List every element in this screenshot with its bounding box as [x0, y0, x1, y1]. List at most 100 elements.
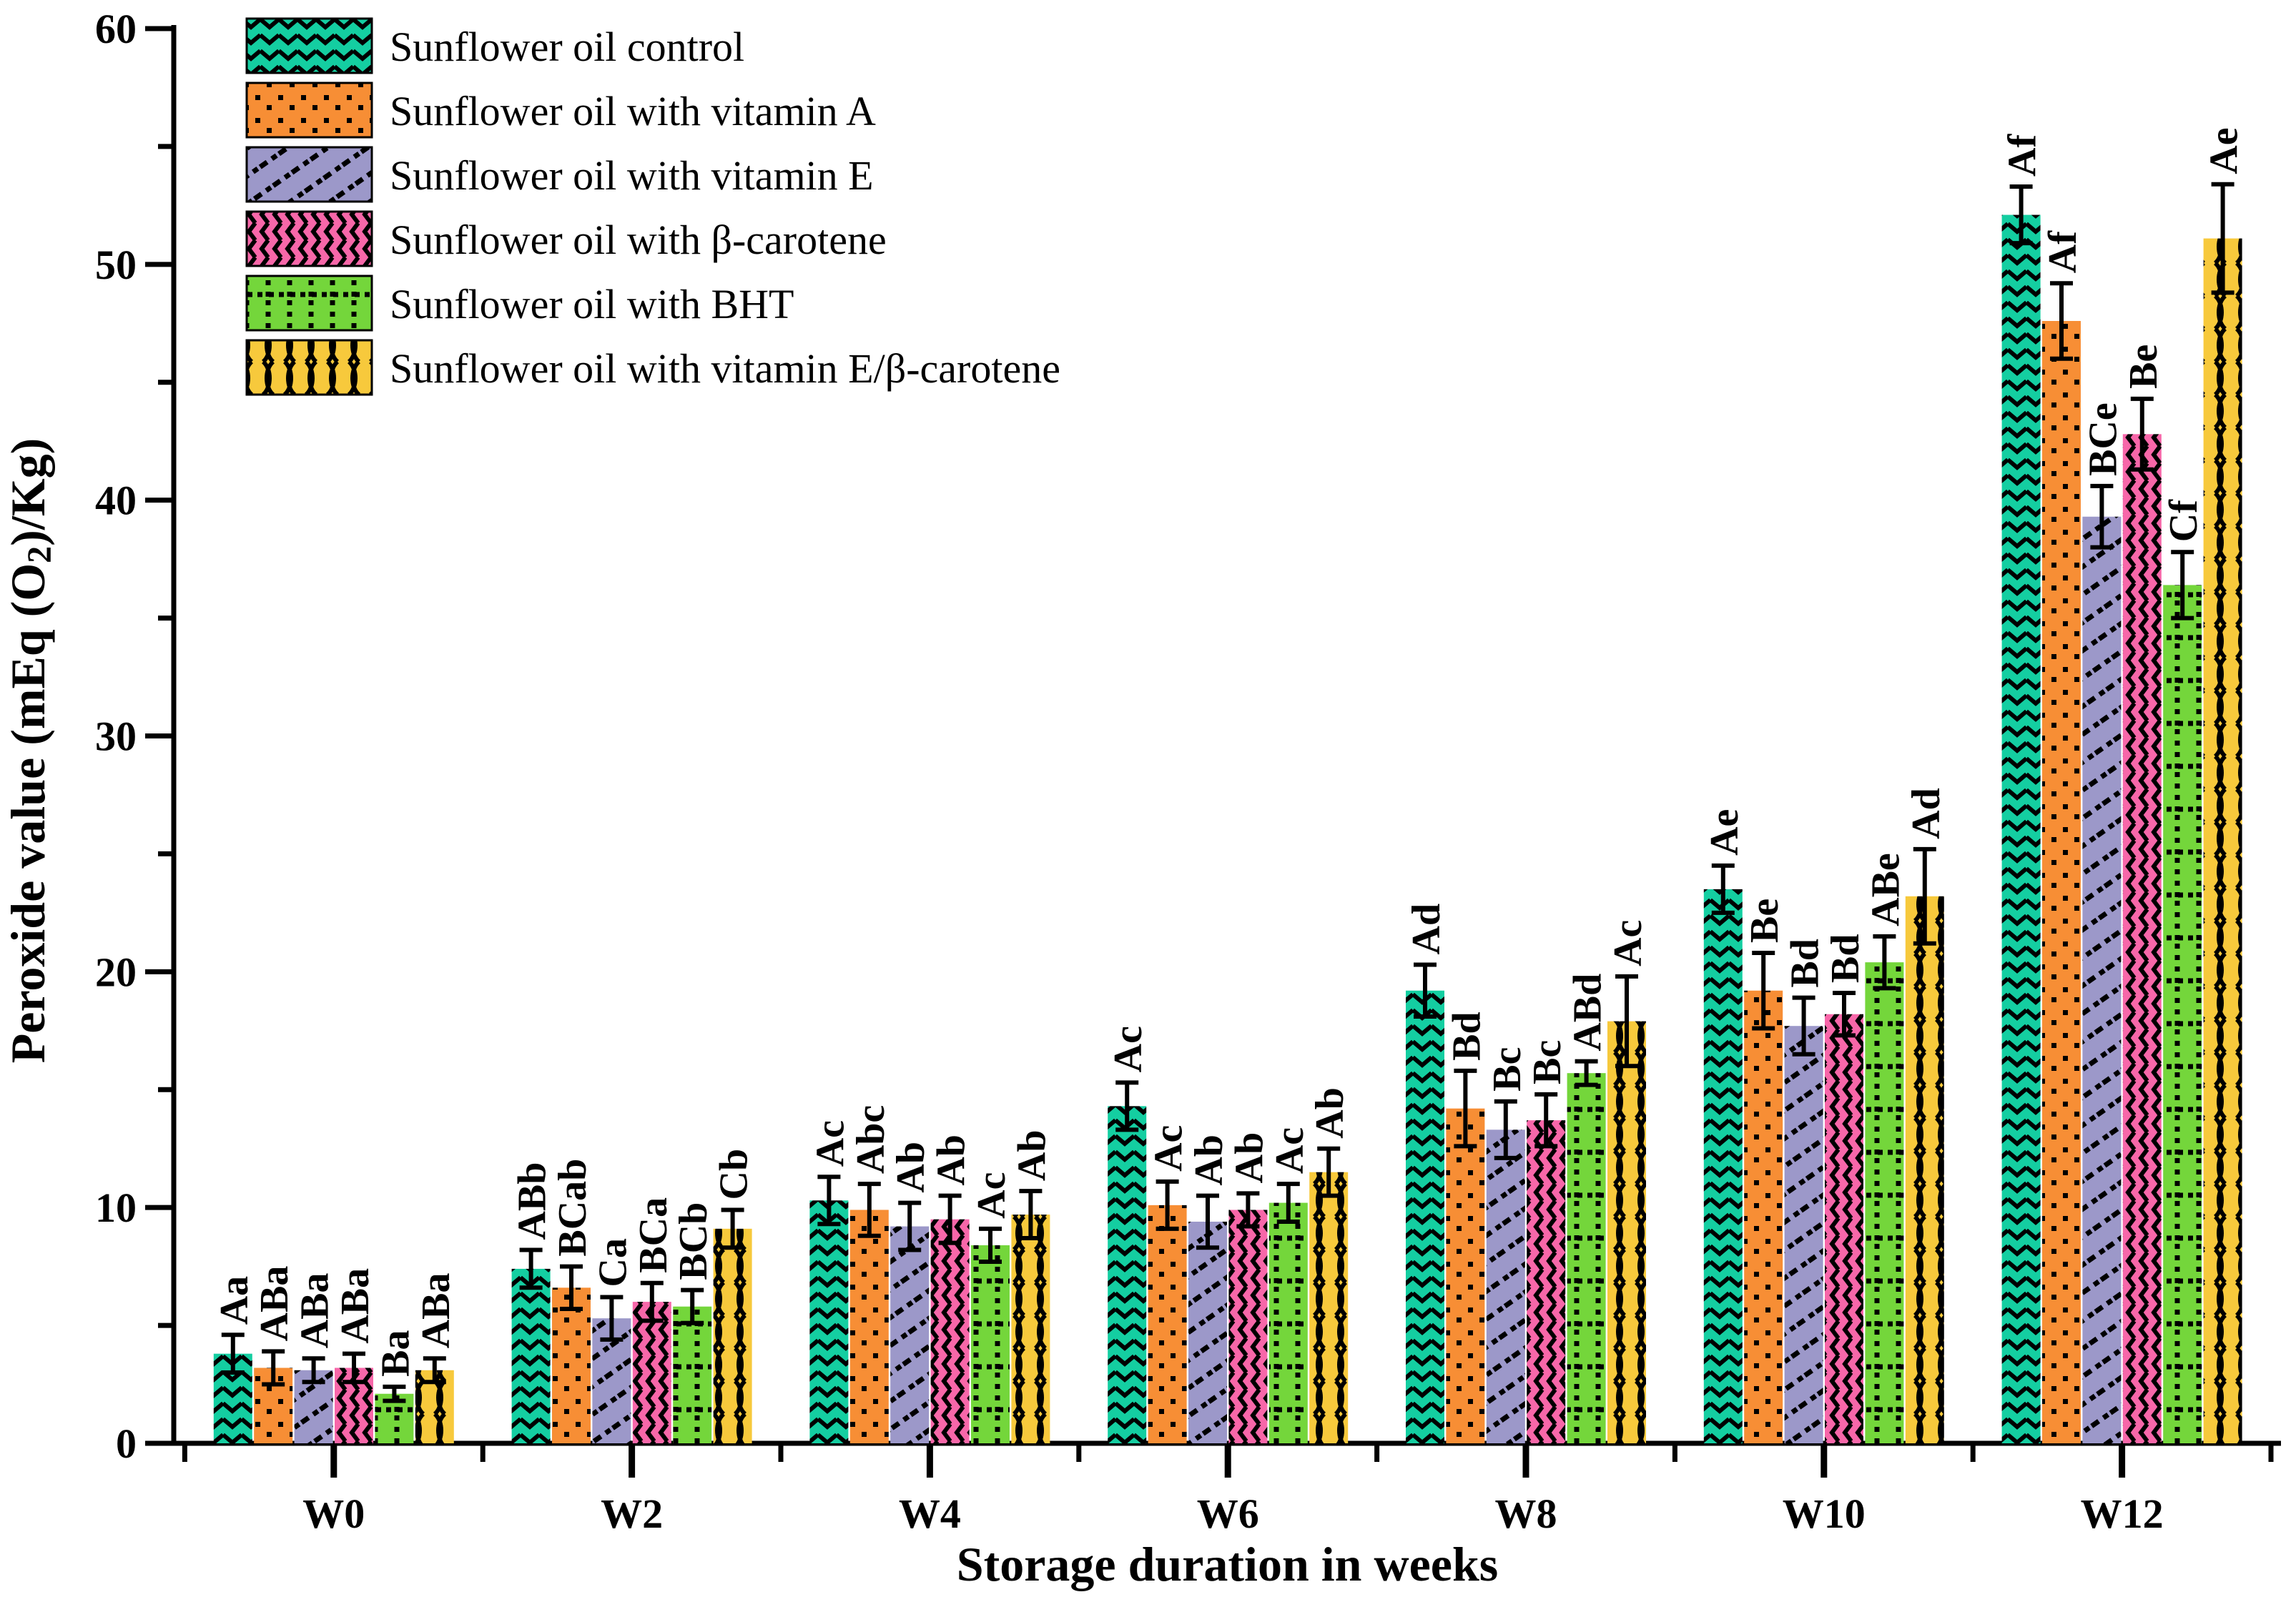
significance-label: ABa — [293, 1272, 337, 1348]
significance-label: Be — [2122, 345, 2166, 389]
legend-label: Sunflower oil with vitamin A — [390, 88, 876, 134]
significance-label: Cf — [2162, 499, 2206, 542]
significance-label: Ae — [1703, 809, 1747, 856]
significance-label: Abc — [849, 1105, 893, 1174]
significance-label: Ac — [970, 1172, 1014, 1219]
bar-W10-s0 — [1703, 889, 1743, 1443]
significance-label: Ac — [1147, 1125, 1191, 1172]
x-tick-label: W10 — [1783, 1490, 1866, 1537]
significance-label: Ad — [1904, 788, 1948, 839]
legend-swatch-s0 — [245, 17, 373, 74]
bar-W2-s4 — [673, 1306, 712, 1443]
bar-W4-s4 — [971, 1245, 1010, 1443]
significance-label: Ab — [1187, 1134, 1231, 1186]
significance-label: Bc — [1485, 1047, 1529, 1092]
legend-label: Sunflower oil with β-carotene — [390, 217, 887, 263]
significance-label: Ae — [2202, 127, 2247, 174]
significance-label: Ac — [1106, 1026, 1151, 1072]
legend-swatch-s4 — [245, 275, 373, 332]
significance-label: Ab — [1227, 1132, 1271, 1184]
significance-label: ABb — [511, 1162, 555, 1240]
legend-item: Sunflower oil with β-carotene — [245, 210, 887, 267]
bar-W12-s5 — [2203, 238, 2242, 1444]
bar-W2-s3 — [632, 1302, 671, 1443]
significance-label: Cb — [712, 1149, 757, 1200]
legend-swatch-s5 — [245, 339, 373, 396]
significance-label: BCe — [2081, 402, 2125, 476]
significance-label: Ac — [1606, 920, 1650, 966]
significance-label: BCab — [551, 1159, 595, 1257]
bar-W4-s1 — [849, 1210, 889, 1443]
bar-W12-s4 — [2163, 585, 2202, 1443]
bar-W10-s3 — [1825, 1014, 1863, 1443]
significance-label: ABe — [1863, 853, 1908, 926]
legend-label: Sunflower oil with vitamin E/β-carotene — [390, 345, 1060, 392]
significance-label: Be — [1743, 899, 1787, 943]
bar-W4-s5 — [1011, 1215, 1050, 1443]
legend-item: Sunflower oil with vitamin A — [245, 81, 876, 139]
bar-W8-s1 — [1446, 1108, 1485, 1443]
bar-W12-s2 — [2082, 516, 2122, 1443]
bar-W8-s2 — [1486, 1129, 1525, 1443]
bar-W6-s4 — [1268, 1202, 1308, 1443]
bar-W12-s0 — [2001, 214, 2041, 1443]
significance-label: Ac — [808, 1120, 852, 1167]
significance-label: Ab — [889, 1142, 933, 1193]
y-tick-label: 30 — [95, 713, 137, 760]
significance-label: Bd — [1823, 934, 1868, 984]
bar-W10-s2 — [1784, 1026, 1823, 1443]
legend-item: Sunflower oil with vitamin E — [245, 146, 874, 203]
bar-W8-s0 — [1406, 990, 1444, 1443]
bar-W12-s3 — [2122, 434, 2162, 1443]
bar-W6-s5 — [1309, 1172, 1349, 1443]
bar-W10-s1 — [1744, 990, 1783, 1443]
bar-W10-s5 — [1905, 896, 1944, 1443]
significance-label: Aa — [212, 1276, 257, 1325]
x-tick-label: W0 — [302, 1490, 365, 1537]
legend-label: Sunflower oil with vitamin E — [390, 152, 874, 199]
x-tick-label: W6 — [1197, 1490, 1259, 1537]
y-tick-label: 10 — [95, 1185, 137, 1231]
x-tick-label: W4 — [899, 1490, 961, 1537]
bar-W10-s4 — [1865, 962, 1904, 1443]
significance-label: Bc — [1525, 1040, 1570, 1084]
significance-label: Ba — [373, 1330, 418, 1376]
x-axis-title: Storage duration in weeks — [957, 1537, 1498, 1591]
bar-W8-s4 — [1567, 1073, 1606, 1443]
x-tick-label: W8 — [1495, 1490, 1557, 1537]
significance-label: ABa — [333, 1268, 378, 1344]
bar-W2-s0 — [511, 1268, 551, 1443]
significance-label: ABa — [252, 1266, 297, 1342]
bar-W2-s5 — [713, 1228, 752, 1443]
bar-W6-s0 — [1108, 1106, 1147, 1443]
bar-W8-s3 — [1527, 1120, 1566, 1443]
x-tick-label: W2 — [601, 1490, 663, 1537]
significance-label: Ab — [1308, 1087, 1352, 1139]
significance-label: ABa — [414, 1272, 458, 1348]
significance-label: Ab — [930, 1134, 974, 1186]
legend-item: Sunflower oil with vitamin E/β-carotene — [245, 339, 1060, 396]
y-tick-label: 60 — [95, 6, 137, 52]
y-tick-label: 0 — [116, 1420, 137, 1467]
y-tick-label: 40 — [95, 478, 137, 524]
bar-W4-s2 — [890, 1226, 930, 1443]
legend-swatch-s3 — [245, 210, 373, 267]
bar-W2-s1 — [552, 1287, 591, 1443]
legend-swatch-s1 — [245, 81, 373, 139]
y-tick-label: 20 — [95, 949, 137, 995]
significance-label: Ab — [1010, 1129, 1054, 1181]
legend-item: Sunflower oil control — [245, 17, 744, 74]
legend-swatch-s2 — [245, 146, 373, 203]
significance-label: BCa — [631, 1197, 676, 1273]
bar-W8-s5 — [1607, 1021, 1646, 1443]
significance-label: Ca — [591, 1238, 635, 1287]
bar-W4-s0 — [809, 1200, 849, 1443]
bar-W12-s1 — [2042, 320, 2081, 1443]
significance-label: ABd — [1566, 974, 1610, 1052]
bar-W4-s3 — [930, 1219, 970, 1443]
significance-label: Ac — [1268, 1127, 1312, 1174]
legend-item: Sunflower oil with BHT — [245, 275, 794, 332]
significance-label: Bd — [1444, 1012, 1489, 1061]
